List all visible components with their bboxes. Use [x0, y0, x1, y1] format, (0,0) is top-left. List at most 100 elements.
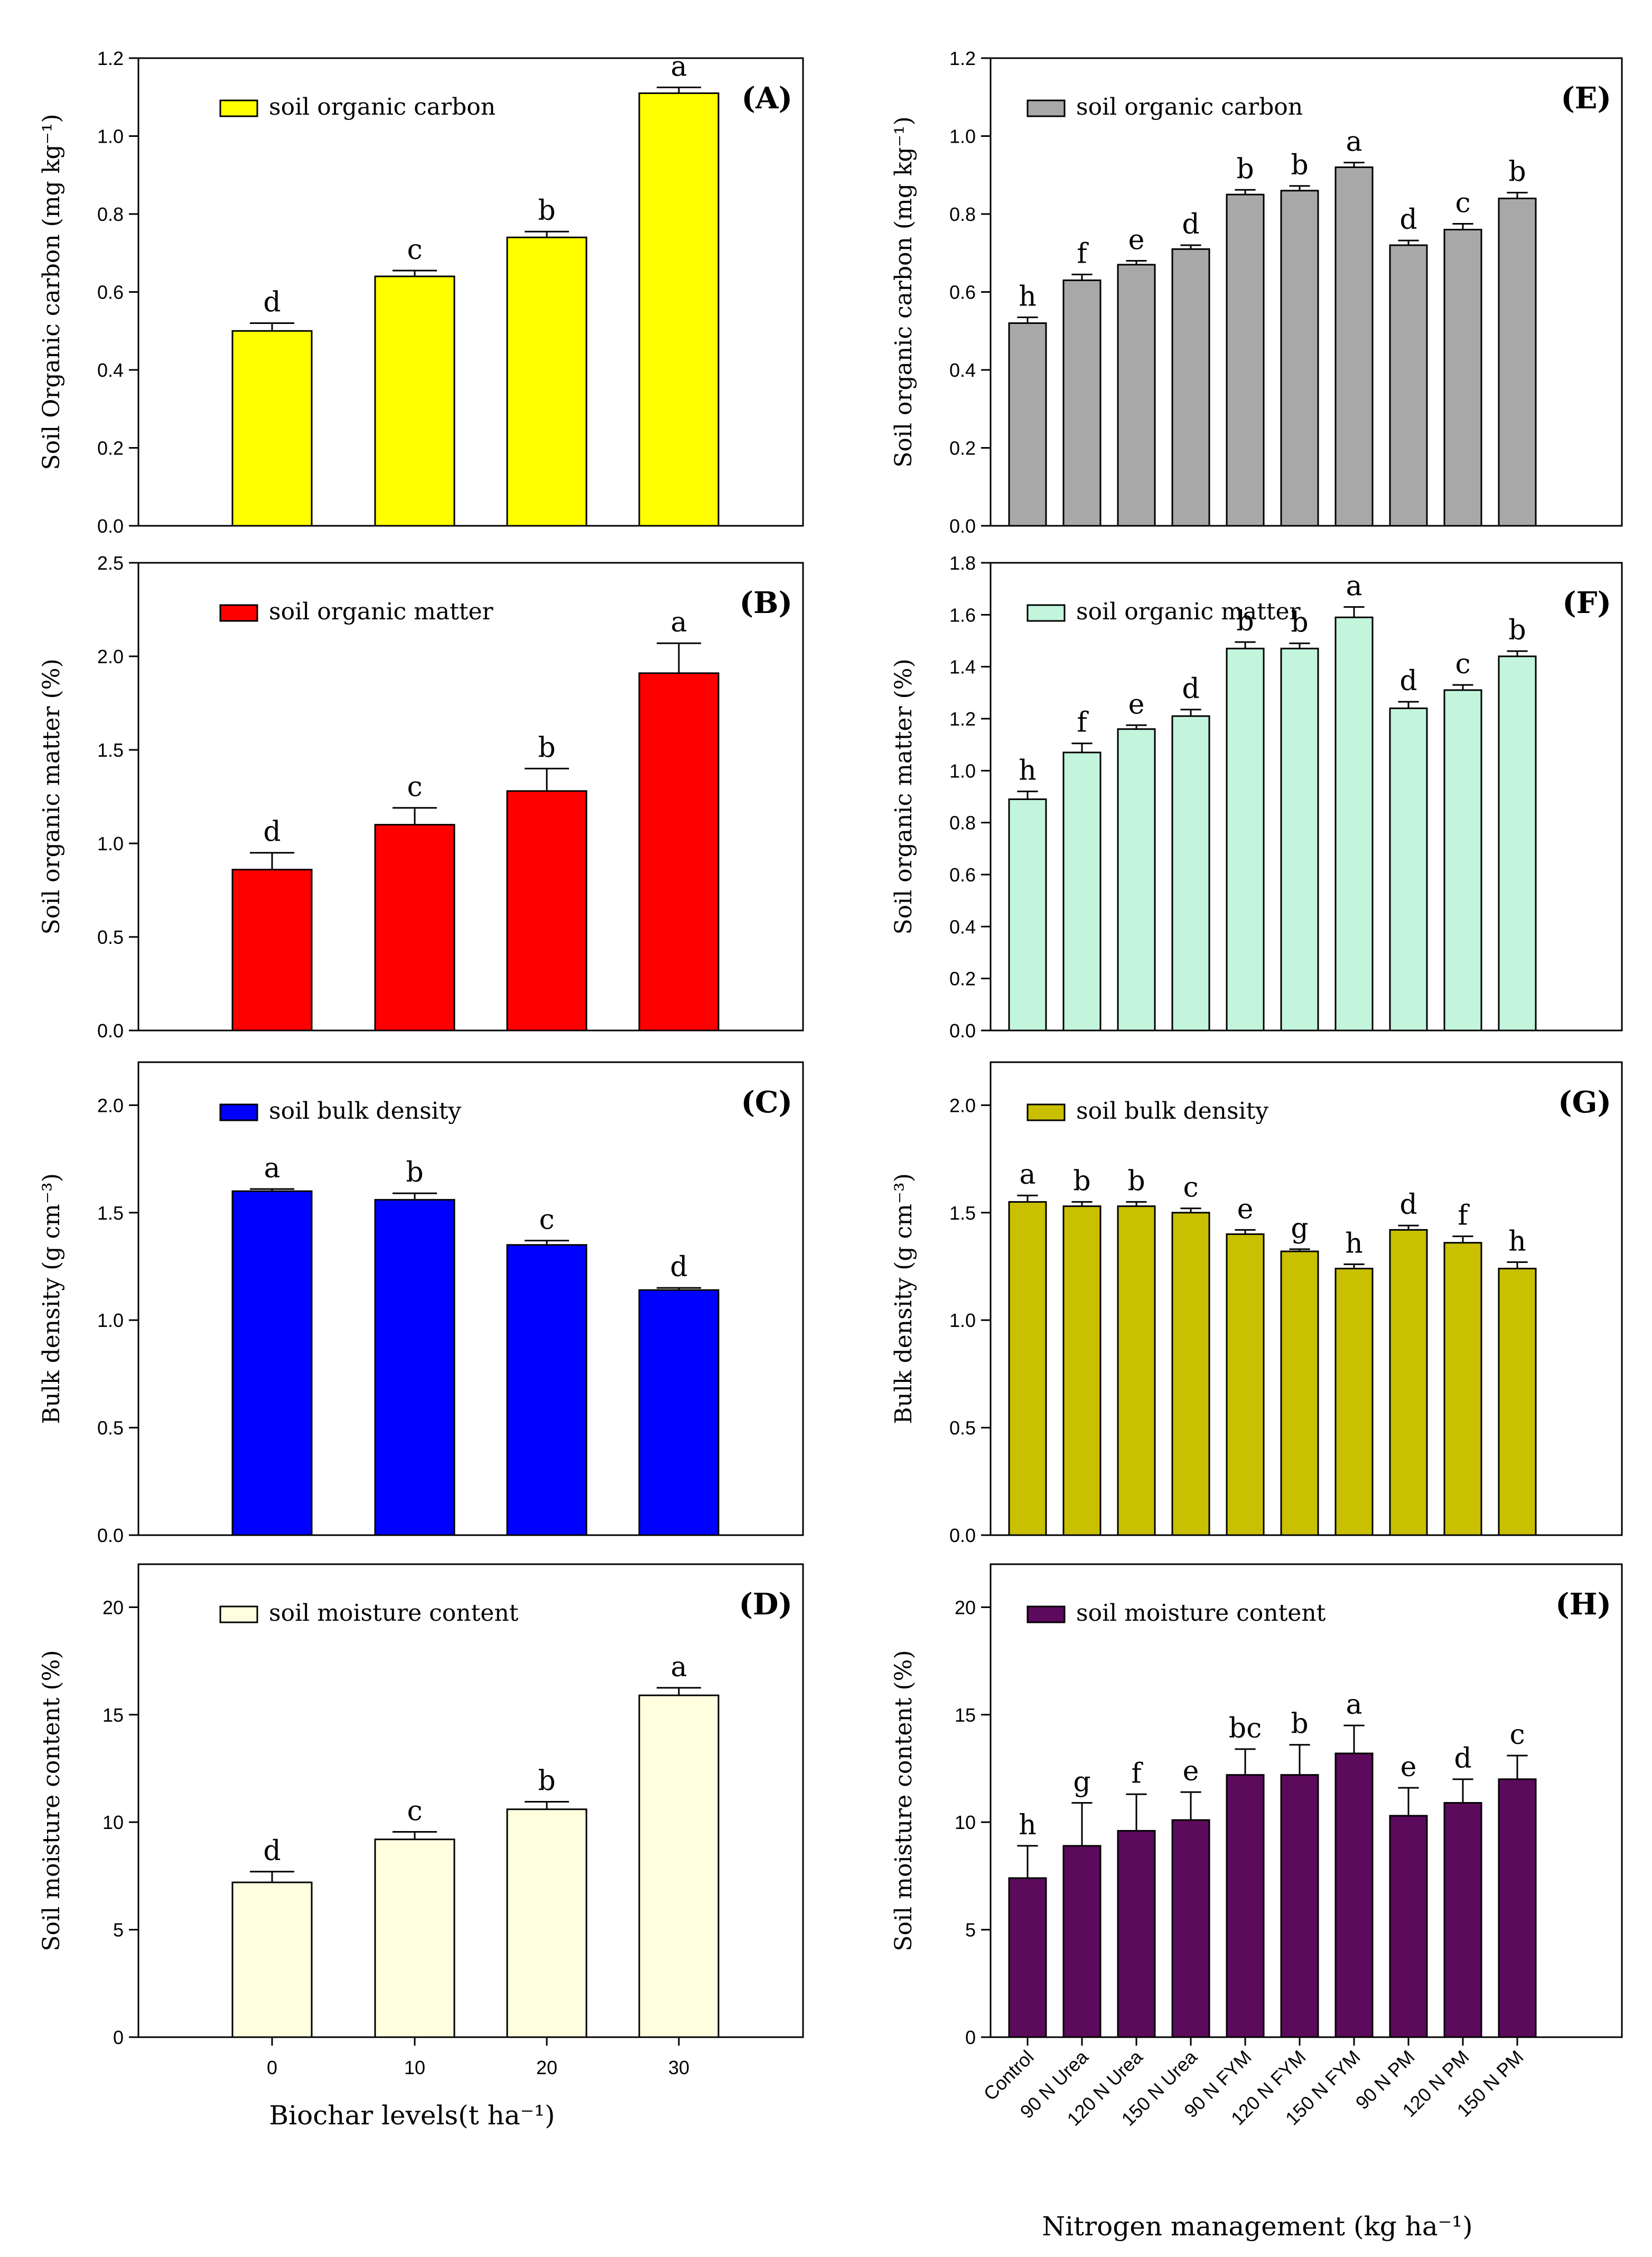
- significance-letter: d: [670, 1251, 687, 1283]
- bar-e-4: [1226, 193, 1265, 527]
- y-axis-title: Soil organic matter (%): [38, 658, 65, 934]
- legend-swatch: [219, 604, 258, 622]
- y-tick-label: 0.0: [97, 1525, 124, 1546]
- bar-e-7: [1389, 244, 1428, 527]
- bar-h-1: [1062, 1845, 1102, 2038]
- significance-letter: e: [1401, 1751, 1417, 1783]
- bar-f-2: [1117, 728, 1156, 1032]
- legend-swatch: [1026, 1103, 1066, 1121]
- y-tick-label: 0.6: [949, 282, 976, 303]
- legend-swatch: [219, 1605, 258, 1623]
- y-tick-label: 1.0: [949, 126, 976, 147]
- panel-label: (C): [741, 1085, 792, 1120]
- bar-g-8: [1443, 1242, 1482, 1536]
- legend-swatch: [1026, 99, 1066, 117]
- significance-letter: d: [1399, 1189, 1417, 1221]
- bar-g-5: [1280, 1250, 1319, 1536]
- bar-c-2: [506, 1244, 587, 1536]
- legend-label: soil bulk density: [269, 1098, 461, 1125]
- left-x-axis-title: Biochar levels(t ha⁻¹): [269, 2100, 555, 2131]
- bar-e-3: [1171, 248, 1210, 527]
- y-tick-label: 5: [113, 1919, 124, 1941]
- panel-c-frame: [137, 1061, 804, 1536]
- significance-letter: h: [1345, 1228, 1363, 1259]
- panels: 0.0 0.2 0.4 0.6 0.8 1.0 1.2 Soil Organic carbon…: [38, 48, 1623, 2130]
- panel-a: 0.0 0.2 0.4 0.6 0.8 1.0 1.2 Soil Organic carbon…: [38, 48, 804, 537]
- panel-label: (F): [1562, 586, 1611, 620]
- bar-c-1: [374, 1199, 455, 1536]
- x-tick-label: 0: [267, 2057, 277, 2078]
- legend-label: soil moisture content: [269, 1600, 519, 1627]
- significance-letter: d: [263, 816, 281, 848]
- significance-letter: b: [538, 195, 555, 227]
- y-axis-title: Soil Organic carbon (mg kg⁻¹): [38, 114, 65, 470]
- y-axis-title: Soil moisture content (%): [890, 1650, 917, 1951]
- significance-letter: c: [407, 234, 422, 266]
- bar-h-6: [1334, 1752, 1374, 2038]
- significance-letter: d: [263, 287, 281, 319]
- y-tick-label: 1.0: [949, 1309, 976, 1331]
- significance-letter: b: [1508, 156, 1526, 188]
- significance-letter: d: [263, 1835, 281, 1867]
- bar-f-7: [1389, 707, 1428, 1032]
- significance-letter: h: [1019, 281, 1037, 312]
- y-tick-label: 1.2: [97, 48, 124, 69]
- significance-letter: b: [1236, 606, 1254, 637]
- significance-letter: f: [1131, 1758, 1143, 1789]
- y-tick-label: 5: [965, 1919, 976, 1941]
- bar-g-3: [1171, 1212, 1210, 1536]
- y-tick-label: 0.5: [97, 1417, 124, 1439]
- bar-a-3: [638, 92, 720, 527]
- bar-b-0: [231, 869, 313, 1032]
- bar-a-2: [506, 236, 587, 527]
- panel-label: (D): [739, 1587, 792, 1622]
- y-tick-label: 0.8: [949, 203, 976, 225]
- legend-label: soil moisture content: [1076, 1600, 1326, 1627]
- y-tick-label: 0.2: [949, 438, 976, 459]
- bar-h-0: [1008, 1877, 1047, 2038]
- bar-d-3: [638, 1694, 720, 2038]
- y-tick-label: 0.5: [97, 926, 124, 948]
- significance-letter: e: [1183, 1756, 1199, 1787]
- bar-f-3: [1171, 715, 1210, 1032]
- bar-g-6: [1334, 1268, 1374, 1536]
- y-tick-label: 2.0: [949, 1094, 976, 1116]
- legend-swatch: [1026, 1605, 1066, 1623]
- y-tick-label: 1.5: [949, 1202, 976, 1224]
- significance-letter: b: [1291, 150, 1308, 181]
- significance-letter: b: [1291, 1708, 1308, 1740]
- y-tick-label: 0.4: [97, 359, 124, 381]
- bar-g-7: [1389, 1229, 1428, 1536]
- legend-swatch: [219, 1103, 258, 1121]
- y-tick-label: 0.6: [949, 864, 976, 886]
- significance-letter: e: [1237, 1193, 1254, 1225]
- y-tick-label: 0.0: [949, 1020, 976, 1042]
- significance-letter: b: [538, 732, 555, 764]
- bar-f-9: [1498, 655, 1537, 1032]
- x-tick-label: 10: [404, 2057, 425, 2078]
- significance-letter: f: [1077, 707, 1089, 739]
- bar-f-4: [1226, 647, 1265, 1032]
- bar-c-0: [231, 1190, 313, 1536]
- panel-b: 0.0 0.5 1.0 1.5 2.0 2.5 Soil organic matter (%…: [38, 552, 804, 1042]
- significance-letter: c: [539, 1204, 554, 1236]
- y-tick-label: 1.2: [949, 48, 976, 69]
- significance-letter: e: [1128, 689, 1145, 720]
- bar-h-3: [1171, 1819, 1210, 2038]
- bar-d-2: [506, 1808, 587, 2038]
- y-tick-label: 0.0: [949, 515, 976, 537]
- bar-f-0: [1008, 798, 1047, 1032]
- y-tick-label: 0.2: [949, 968, 976, 990]
- y-tick-label: 0.2: [97, 438, 124, 459]
- y-tick-label: 0.5: [949, 1417, 976, 1439]
- y-tick-label: 2.5: [97, 552, 124, 574]
- y-tick-label: 0: [113, 2027, 124, 2048]
- bar-e-6: [1334, 166, 1374, 527]
- significance-letter: a: [264, 1153, 280, 1184]
- significance-letter: a: [1346, 1689, 1362, 1721]
- significance-letter: a: [1019, 1159, 1035, 1191]
- y-tick-label: 0.4: [949, 359, 976, 381]
- panel-g: 0.0 0.5 1.0 1.5 2.0 Bulk density (g cm⁻³) soil…: [890, 1061, 1623, 1546]
- significance-letter: a: [670, 1651, 687, 1683]
